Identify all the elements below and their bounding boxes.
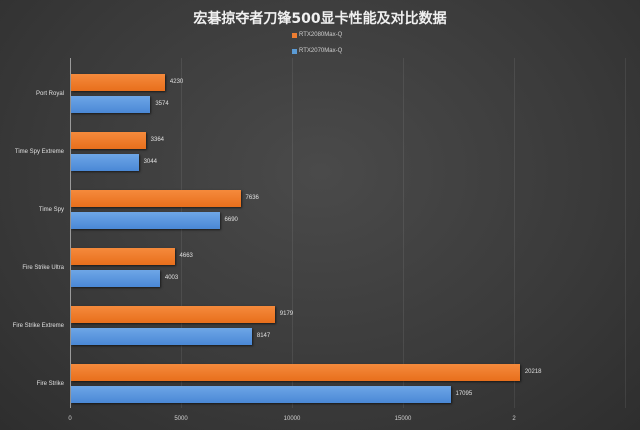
bar-rtx2070 — [71, 212, 220, 229]
category-label: Time Spy Extreme — [14, 149, 64, 155]
gridline — [514, 58, 515, 408]
x-tick-label: 5000 — [174, 416, 188, 422]
gridline — [181, 58, 182, 408]
legend-label: RTX2080Max-Q — [299, 32, 343, 38]
data-label: 4230 — [169, 79, 184, 85]
category-label: Fire Strike — [36, 381, 64, 387]
data-label: 17095 — [455, 391, 473, 397]
bar-rtx2070 — [71, 328, 252, 345]
category-label: Time Spy — [38, 207, 64, 213]
x-tick-label: 10000 — [283, 416, 301, 422]
bar-rtx2080 — [71, 74, 165, 91]
legend-swatch-blue — [292, 48, 297, 54]
x-tick-label: 2 — [512, 416, 516, 422]
gridline — [292, 58, 293, 408]
legend-swatch-orange — [292, 32, 297, 38]
bar-rtx2080 — [71, 364, 520, 381]
bar-rtx2070 — [71, 386, 451, 403]
legend: RTX2080Max-Q RTX2070Max-Q — [292, 30, 342, 62]
data-label: 7636 — [245, 195, 259, 201]
bar-rtx2080 — [71, 190, 241, 207]
gridline — [625, 58, 626, 408]
data-label: 6690 — [224, 217, 238, 223]
data-label: 4003 — [164, 275, 179, 281]
bar-rtx2080 — [71, 132, 146, 149]
data-label: 3044 — [143, 159, 157, 165]
bar-rtx2070 — [71, 96, 151, 113]
bar-rtx2070 — [71, 154, 139, 171]
bar-rtx2080 — [71, 306, 275, 323]
data-label: 8147 — [256, 333, 271, 339]
bar-rtx2070 — [71, 270, 160, 287]
bar-rtx2080 — [71, 248, 175, 265]
data-label: 20218 — [524, 369, 542, 375]
category-label: Fire Strike Extreme — [12, 323, 64, 329]
data-label: 3574 — [155, 101, 169, 107]
x-tick-label: 0 — [68, 416, 72, 422]
legend-item-rtx2070: RTX2070Max-Q — [292, 46, 342, 56]
legend-item-rtx2080: RTX2080Max-Q — [292, 30, 342, 40]
legend-label: RTX2070Max-Q — [299, 48, 343, 54]
chart-title: 宏碁掠夺者刀锋500显卡性能及对比数据 — [193, 11, 447, 27]
category-label: Port Royal — [35, 91, 64, 97]
x-tick-label: 15000 — [394, 416, 412, 422]
y-axis-line — [70, 58, 71, 408]
plot-area: 4230 3574 3364 3044 7636 6690 4663 4003 9179 8147… — [70, 58, 630, 408]
data-label: 9179 — [279, 311, 294, 317]
category-label: Fire Strike Ultra — [22, 265, 64, 271]
gridline — [403, 58, 404, 408]
data-label: 4663 — [179, 253, 193, 259]
data-label: 3364 — [150, 137, 165, 143]
